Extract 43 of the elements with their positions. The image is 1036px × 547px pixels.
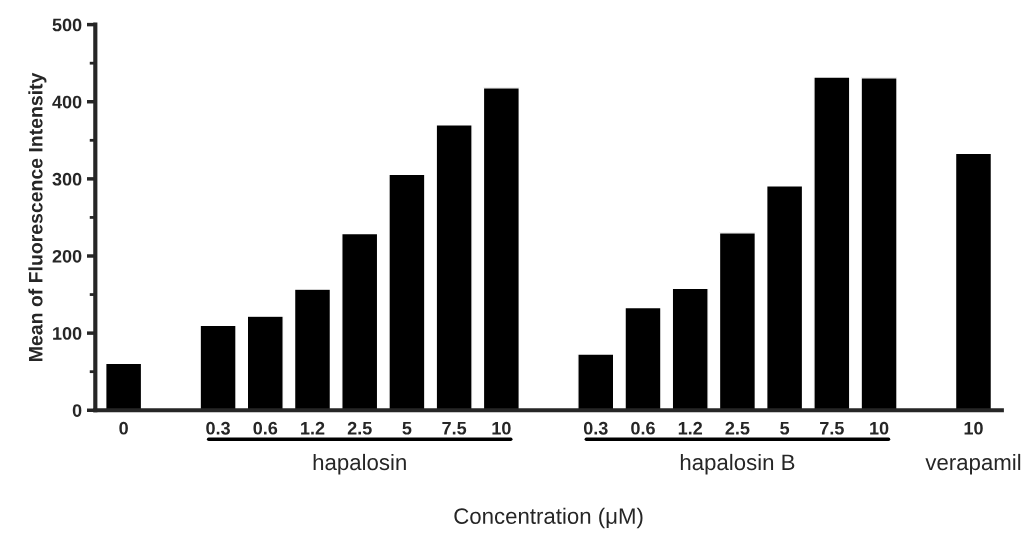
x-tick-label: 5: [402, 422, 412, 435]
bar: [293, 288, 332, 411]
y-tick-label: 100: [53, 327, 82, 340]
bar: [954, 152, 993, 411]
x-tick-label: 2.5: [347, 421, 372, 435]
x-tick-label: 0.6: [253, 421, 278, 435]
x-tick-label: 7.5: [442, 422, 467, 435]
y-tick-label: 300: [52, 172, 82, 186]
y-tick-label: 500: [52, 18, 82, 32]
text: hapalosin: [313, 453, 406, 475]
x-tick-label: 0.3: [583, 421, 608, 435]
bar: [341, 232, 379, 411]
bar: [246, 315, 284, 411]
x-tick-label: 10: [964, 421, 983, 435]
y-axis-title: Mean of Fluorescence Intensity: [28, 72, 47, 361]
x-tick-label: 0.3: [206, 421, 230, 435]
text: verapamil: [925, 453, 1021, 475]
x-tick-label: 1.2: [301, 421, 325, 435]
x-tick-label: 5: [780, 422, 790, 435]
y-tick-label: 0: [72, 404, 82, 417]
bar: [388, 173, 426, 411]
bar: [105, 362, 143, 411]
bar: [435, 124, 473, 411]
bar: [624, 306, 662, 411]
bar: [199, 324, 237, 411]
bar: [718, 232, 757, 411]
bar: [482, 87, 520, 411]
bar: [765, 185, 804, 411]
bar: [577, 353, 615, 411]
bar: [813, 76, 851, 411]
y-tick-label: 200: [52, 249, 82, 263]
x-tick-label: 10: [492, 421, 511, 435]
x-tick-label: 2.5: [725, 421, 750, 435]
y-tick-label: 400: [52, 95, 82, 109]
bar: [860, 77, 898, 411]
x-tick-label: 0: [119, 421, 128, 435]
x-axis-title: Concentration (μM): [454, 507, 643, 529]
text: hapalosin B: [680, 453, 795, 475]
x-tick-label: 0.6: [631, 421, 655, 435]
x-tick-label: 10: [870, 421, 889, 435]
bar: [671, 287, 709, 411]
x-tick-label: 7.5: [820, 422, 844, 435]
x-tick-label: 1.2: [678, 421, 703, 435]
